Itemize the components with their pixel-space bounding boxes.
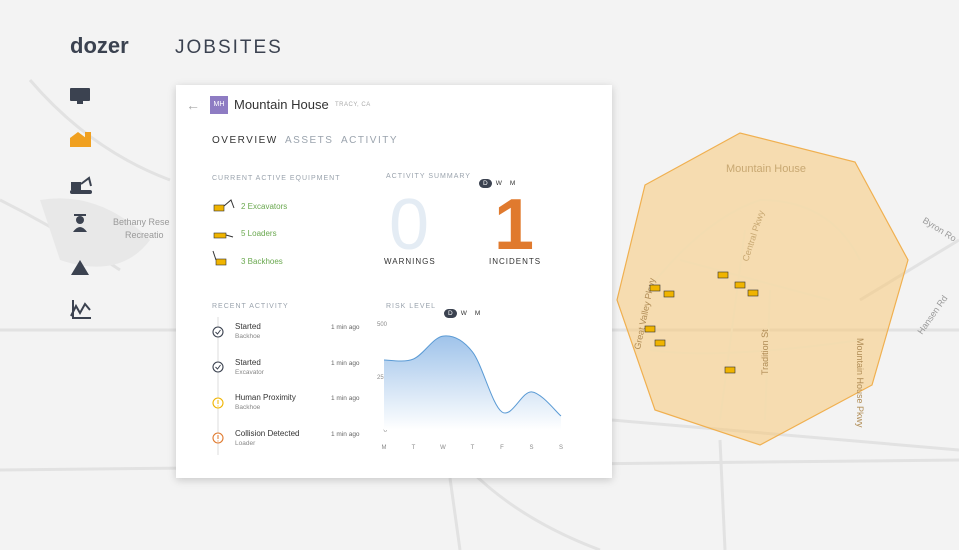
tab[interactable]: ASSETS: [285, 135, 334, 146]
section-label: RISK LEVEL: [386, 303, 437, 310]
site-location: TRACY, CA: [335, 102, 371, 108]
map-label: Byron Ro: [921, 215, 958, 243]
nav-analytics[interactable]: [70, 300, 91, 319]
section-label: RECENT ACTIVITY: [212, 303, 289, 310]
toggle-option[interactable]: D: [479, 179, 492, 188]
toggle-option[interactable]: W: [460, 310, 467, 317]
map-label: Bethany Rese: [113, 217, 170, 227]
activity-subtitle: Backhoe: [235, 404, 261, 411]
site-card: ← MH Mountain House TRACY, CA OVERVIEW A…: [176, 85, 612, 478]
x-tick-label: T: [471, 445, 475, 450]
map-label: Mountain House: [726, 163, 806, 175]
toggle-option[interactable]: W: [495, 180, 502, 187]
x-tick-label: M: [382, 445, 387, 450]
map-equipment[interactable]: [644, 271, 759, 374]
toggle-option[interactable]: D: [444, 309, 457, 318]
toggle-option[interactable]: M: [474, 310, 481, 317]
risk-line: [383, 335, 562, 417]
activity-subtitle: Backhoe: [235, 333, 261, 340]
site-name: Mountain House: [234, 97, 329, 112]
x-tick-label: W: [440, 445, 446, 450]
equipment-icons: [212, 199, 235, 266]
sidebar: [70, 88, 92, 319]
warnings-count: 0: [388, 185, 430, 265]
y-tick-label: 500: [377, 322, 388, 328]
nav-workers[interactable]: [73, 214, 87, 232]
y-tick-label: 0: [384, 428, 388, 434]
incidents-label: INCIDENTS: [489, 257, 542, 266]
equipment-item[interactable]: 2 Excavators: [241, 202, 288, 211]
tab[interactable]: OVERVIEW: [212, 135, 278, 146]
nav-alerts[interactable]: [71, 260, 89, 275]
activity-time: 1 min ago: [331, 395, 360, 402]
x-tick-label: F: [500, 445, 504, 450]
map-label: Tradition St: [760, 329, 770, 375]
toggle-option[interactable]: M: [509, 180, 516, 187]
tab[interactable]: ACTIVITY: [341, 135, 399, 146]
page-title: JOBSITES: [175, 37, 283, 58]
activity-timeline: [212, 317, 224, 455]
water: [40, 198, 150, 267]
section-label: ACTIVITY SUMMARY: [386, 173, 471, 180]
equipment-item[interactable]: 5 Loaders: [241, 229, 277, 238]
y-tick-label: 250: [377, 375, 388, 381]
section-label: CURRENT ACTIVE EQUIPMENT: [212, 175, 341, 182]
incidents-count: 1: [493, 185, 535, 265]
activity-time: 1 min ago: [331, 430, 360, 438]
x-tick-label: S: [529, 445, 533, 450]
activity-time: 1 min ago: [331, 359, 360, 367]
x-tick-label: T: [412, 445, 416, 450]
x-tick-label: S: [559, 445, 563, 450]
risk-area: [384, 335, 561, 430]
activity-title: Collision Detected: [235, 428, 300, 438]
nav-monitor[interactable]: [70, 88, 90, 104]
site-badge: MH: [210, 96, 228, 114]
streets: [639, 198, 861, 421]
activity-title: Started: [235, 357, 261, 367]
activity-title: Human Proximity: [235, 393, 296, 402]
activity-subtitle: Loader: [235, 439, 256, 447]
logo: dozer: [70, 33, 129, 58]
activity-title: Started: [235, 322, 261, 331]
risk-chart: 0 250 500 M T W T F S S: [377, 322, 563, 450]
activity-time: 1 min ago: [331, 324, 360, 331]
equipment-item[interactable]: 3 Backhoes: [241, 257, 283, 266]
map-label: Recreatio: [125, 230, 164, 240]
warnings-label: WARNINGS: [384, 257, 436, 266]
jobsite-area[interactable]: [616, 132, 909, 446]
activity-subtitle: Excavator: [235, 368, 264, 376]
back-arrow[interactable]: ←: [186, 97, 200, 113]
map-label: Mountain House Pkwy: [855, 338, 865, 428]
nav-jobsites[interactable]: [70, 132, 91, 147]
nav-equipment[interactable]: [70, 176, 92, 194]
